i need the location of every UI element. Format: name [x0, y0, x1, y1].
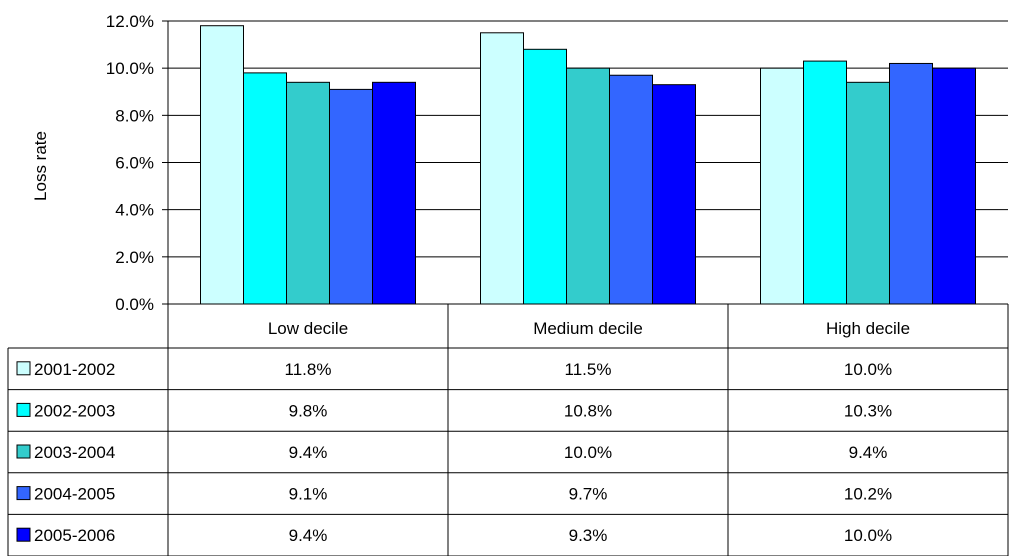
- bar: [243, 72, 287, 305]
- bars: [200, 25, 976, 305]
- legend-swatch: [16, 444, 31, 459]
- table-cell-value: 9.7%: [569, 485, 608, 504]
- bar: [652, 84, 696, 305]
- bar: [609, 74, 653, 305]
- bar: [200, 25, 244, 305]
- legend-label: 2003-2004: [34, 443, 115, 462]
- legend-swatch: [16, 402, 31, 417]
- legend-swatch: [16, 527, 31, 542]
- table-cell-value: 9.4%: [289, 443, 328, 462]
- table-cell-value: 10.8%: [564, 401, 612, 420]
- table-cell-value: 11.5%: [565, 360, 612, 379]
- table-cell-value: 9.4%: [289, 526, 328, 545]
- bar: [329, 88, 373, 305]
- table-cell-value: 10.2%: [844, 485, 892, 504]
- category-label: Low decile: [268, 319, 348, 338]
- y-tick-label: 12.0%: [106, 12, 154, 31]
- bar: [372, 81, 416, 305]
- category-label: Medium decile: [533, 319, 643, 338]
- table-cell-value: 9.4%: [849, 443, 888, 462]
- table-cell-value: 11.8%: [285, 360, 332, 379]
- y-tick-label: 10.0%: [106, 59, 154, 78]
- legend-label: 2005-2006: [34, 526, 115, 545]
- category-label: High decile: [826, 319, 910, 338]
- table-cell-value: 10.0%: [844, 360, 892, 379]
- bar: [566, 67, 610, 305]
- table-cell-value: 9.1%: [289, 485, 328, 504]
- bar: [480, 32, 524, 305]
- table-cell-value: 9.8%: [289, 401, 328, 420]
- table-cell-value: 9.3%: [569, 526, 608, 545]
- bar: [803, 60, 847, 305]
- bar: [523, 48, 567, 305]
- y-tick-label: 0.0%: [115, 295, 154, 314]
- legend-label: 2004-2005: [34, 485, 115, 504]
- bar: [889, 62, 933, 305]
- legend-label: 2001-2002: [34, 360, 115, 379]
- y-axis-ticks: 0.0% 2.0% 4.0% 6.0% 8.0% 10.0% 12.0%: [106, 12, 169, 314]
- y-tick-label: 8.0%: [115, 106, 154, 125]
- y-tick-label: 2.0%: [115, 248, 154, 267]
- legend-swatch: [16, 486, 31, 501]
- table-cell-value: 10.0%: [844, 526, 892, 545]
- y-tick-label: 6.0%: [115, 154, 154, 173]
- legend-label: 2002-2003: [34, 401, 115, 420]
- bar: [286, 81, 330, 305]
- bar: [932, 67, 976, 305]
- data-table: Low decile Medium decile High decile 2001-2…: [7, 303, 1009, 556]
- bar: [760, 67, 804, 305]
- y-axis-title: Loss rate: [31, 131, 50, 201]
- table-cell-value: 10.3%: [844, 401, 892, 420]
- bar: [846, 81, 890, 305]
- table-cell-value: 10.0%: [564, 443, 612, 462]
- legend-swatch: [16, 361, 31, 376]
- y-tick-label: 4.0%: [115, 201, 154, 220]
